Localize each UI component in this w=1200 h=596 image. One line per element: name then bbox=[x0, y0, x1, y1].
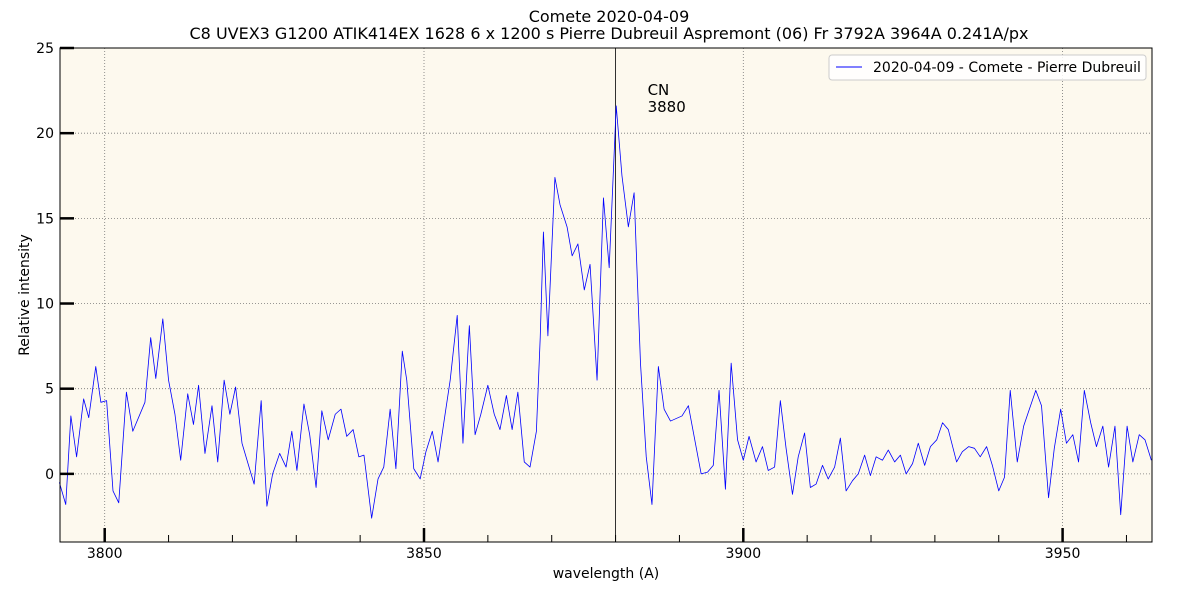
x-axis-label: wavelength (A) bbox=[553, 566, 660, 582]
y-tick-label: 15 bbox=[36, 211, 54, 227]
y-tick-label: 0 bbox=[45, 467, 54, 483]
annotation: 3880 bbox=[648, 98, 686, 116]
annotation: CN bbox=[648, 81, 670, 99]
x-tick-label: 3950 bbox=[1045, 546, 1081, 562]
axes: 0 5 10 15 20 25 3800 3850 3900 3950 2020-04-09 - C… bbox=[36, 41, 1153, 562]
plot-area bbox=[60, 48, 1152, 542]
y-tick-label: 5 bbox=[45, 382, 54, 398]
chart-subtitle: C8 UVEX3 G1200 ATIK414EX 1628 6 x 1200 s… bbox=[190, 24, 1029, 43]
x-tick-label: 3850 bbox=[406, 546, 442, 562]
y-tick-label: 20 bbox=[36, 126, 54, 142]
axes-frame bbox=[59, 47, 1153, 543]
y-axis-label: Relative intensity bbox=[17, 234, 33, 356]
y-tick-label: 25 bbox=[36, 41, 54, 57]
legend-box bbox=[828, 54, 1147, 81]
series-line bbox=[58, 105, 1152, 519]
x-tick-label: 3900 bbox=[725, 546, 761, 562]
chart-title: Comete 2020-04-09 bbox=[529, 7, 690, 26]
y-tick-label: 10 bbox=[36, 297, 54, 313]
legend-label: 2020-04-09 - Comete - Pierre Dubreuil bbox=[873, 60, 1141, 76]
x-tick-label: 3800 bbox=[87, 546, 123, 562]
